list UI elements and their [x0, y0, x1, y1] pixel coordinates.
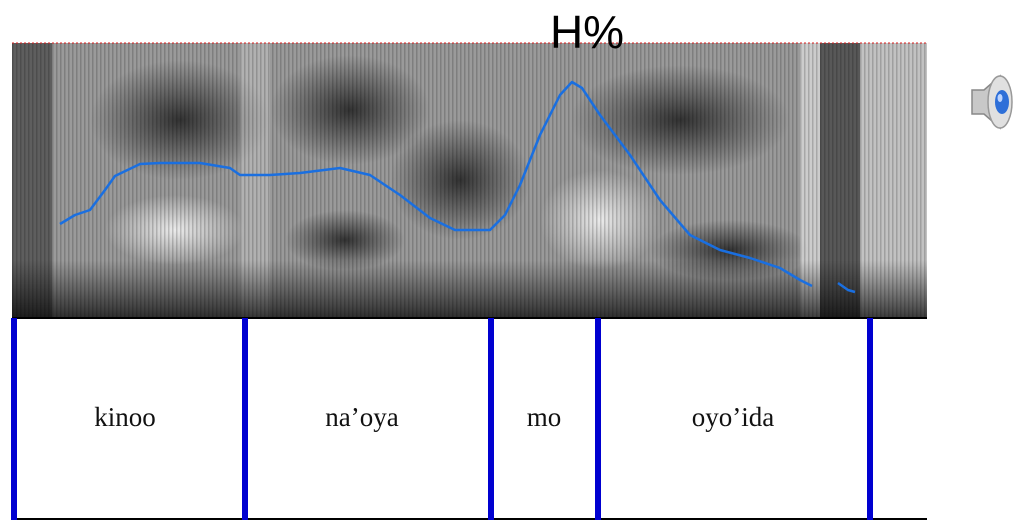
audio-icon[interactable] [971, 74, 1013, 130]
word: mo [527, 402, 562, 432]
word: na’oya [325, 402, 398, 432]
boundary-tone-label: H% [550, 6, 624, 58]
word: oyo’ida [692, 402, 774, 432]
word: kinoo [94, 402, 156, 432]
speaker-center [995, 90, 1009, 114]
pitch-contour [59, 80, 856, 294]
spectrogram [12, 43, 927, 318]
boundaries [11, 318, 873, 520]
text-tier: kinoo na’oya mo oyo’ida [11, 317, 927, 520]
speaker-shine [997, 94, 1003, 102]
